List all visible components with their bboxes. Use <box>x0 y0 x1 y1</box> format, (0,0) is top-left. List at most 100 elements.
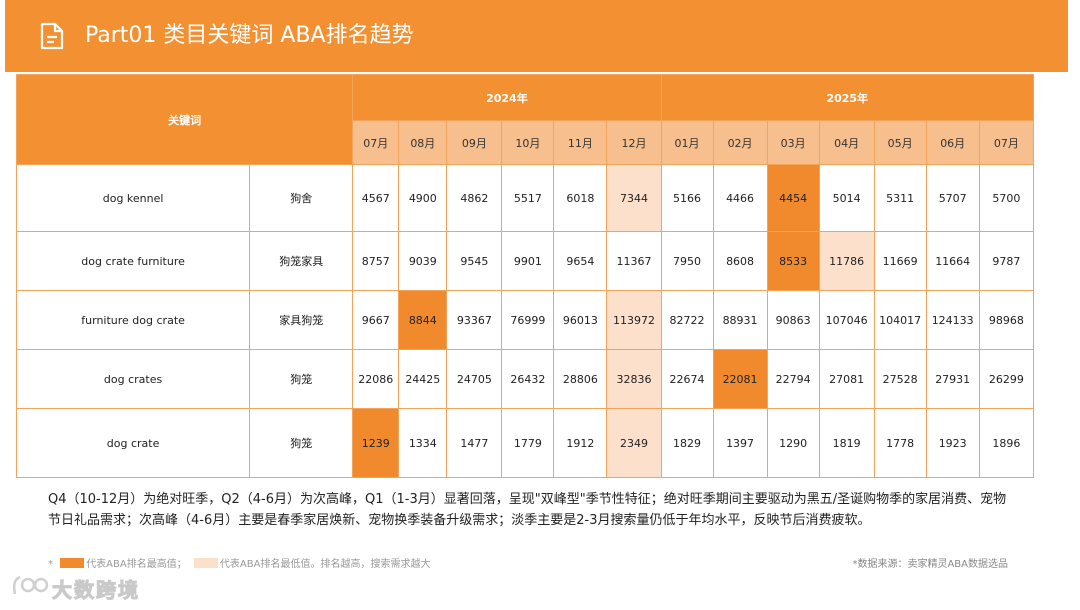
value-cell: 107046 <box>818 290 875 350</box>
value-cell: 4900 <box>398 164 448 232</box>
value-cell: 5517 <box>501 164 555 232</box>
month-header: 12月 <box>606 120 662 165</box>
value-cell: 1819 <box>818 408 875 478</box>
value-cell: 104017 <box>873 290 927 350</box>
value-cell: 1779 <box>501 408 555 478</box>
value-cell: 28806 <box>553 349 608 409</box>
table-row: dog crate 狗笼 1239 1334 1477 1779 1912 2349 1829 1… <box>15 408 1035 478</box>
value-cell: 76999 <box>501 290 555 350</box>
keyword-cn-cell: 狗舍 <box>249 164 354 232</box>
value-cell: 5166 <box>660 164 714 232</box>
value-cell: 9667 <box>352 290 400 350</box>
value-cell: 5014 <box>818 164 875 232</box>
table-row: dog crates 狗笼 22086 24425 24705 26432 28806 328… <box>15 349 1035 409</box>
value-cell: 1912 <box>553 408 608 478</box>
month-header: 11月 <box>553 120 608 165</box>
value-cell: 4567 <box>352 164 400 232</box>
month-header: 04月 <box>818 120 875 165</box>
month-header: 07月 <box>352 120 400 165</box>
month-header: 10月 <box>501 120 555 165</box>
value-cell: 1290 <box>766 408 820 478</box>
value-cell-lowest: 32836 <box>606 349 662 409</box>
month-header: 05月 <box>873 120 927 165</box>
table-row: furniture dog crate 家具狗笼 9667 8844 93367 7699… <box>15 290 1035 350</box>
month-header: 01月 <box>660 120 714 165</box>
value-cell: 24425 <box>398 349 448 409</box>
value-cell: 11669 <box>873 231 927 291</box>
month-header: 08月 <box>398 120 448 165</box>
value-cell-highest: 8844 <box>398 290 448 350</box>
value-cell: 90863 <box>766 290 820 350</box>
document-icon <box>40 22 64 50</box>
month-header: 02月 <box>712 120 768 165</box>
keyword-cell: dog kennel <box>15 164 251 232</box>
legend-highest-label: 代表ABA排名最高值； <box>86 559 187 570</box>
keyword-cn-cell: 狗笼家具 <box>249 231 354 291</box>
value-cell: 24705 <box>446 349 503 409</box>
legend-asterisk: * <box>48 559 53 570</box>
value-cell-highest: 4454 <box>766 164 820 232</box>
keyword-cell: furniture dog crate <box>15 290 251 350</box>
value-cell: 1896 <box>978 408 1035 478</box>
watermark-text: 大数跨境 <box>52 578 140 603</box>
keyword-cn-cell: 狗笼 <box>249 408 354 478</box>
value-cell: 11367 <box>606 231 662 291</box>
data-source: *数据来源：卖家精灵ABA数据选品 <box>852 559 1008 570</box>
value-cell-lowest: 11786 <box>818 231 875 291</box>
value-cell: 9545 <box>446 231 503 291</box>
keyword-cell: dog crate <box>15 408 251 478</box>
value-cell: 11664 <box>925 231 980 291</box>
keyword-cn-cell: 狗笼 <box>249 349 354 409</box>
value-cell: 22674 <box>660 349 714 409</box>
keyword-cn-cell: 家具狗笼 <box>249 290 354 350</box>
value-cell-lowest: 7344 <box>606 164 662 232</box>
keyword-cell: dog crate furniture <box>15 231 251 291</box>
value-cell: 1829 <box>660 408 714 478</box>
logo-icon <box>12 575 49 595</box>
table-body: dog kennel 狗舍 4567 4900 4862 5517 6018 7344 5166… <box>15 164 1035 478</box>
value-cell: 93367 <box>446 290 503 350</box>
value-cell: 96013 <box>553 290 608 350</box>
value-cell: 27528 <box>873 349 927 409</box>
value-cell: 6018 <box>553 164 608 232</box>
legend-lowest-label: 代表ABA排名最低值。排名越高，搜索需求越大 <box>219 559 431 570</box>
value-cell: 9039 <box>398 231 448 291</box>
value-cell: 9787 <box>978 231 1035 291</box>
value-cell: 98968 <box>978 290 1035 350</box>
month-header: 07月 <box>978 120 1035 165</box>
value-cell-lowest: 113972 <box>606 290 662 350</box>
keyword-cell: dog crates <box>15 349 251 409</box>
value-cell-highest: 8533 <box>766 231 820 291</box>
value-cell: 26299 <box>978 349 1035 409</box>
value-cell: 1923 <box>925 408 980 478</box>
month-header-row: 07月 08月 09月 10月 11月 12月 01月 02月 03月 04月 05月 06月 07月 <box>17 120 1035 165</box>
value-cell: 22794 <box>766 349 820 409</box>
value-cell: 82722 <box>660 290 714 350</box>
value-cell: 5311 <box>873 164 927 232</box>
table-row: dog crate furniture 狗笼家具 8757 9039 9545 9901 9… <box>15 231 1035 291</box>
value-cell: 22086 <box>352 349 400 409</box>
value-cell: 5707 <box>925 164 980 232</box>
value-cell: 124133 <box>925 290 980 350</box>
legend-highest-swatch <box>60 558 85 568</box>
value-cell: 1397 <box>712 408 768 478</box>
value-cell: 8757 <box>352 231 400 291</box>
value-cell: 9901 <box>501 231 555 291</box>
keyword-header: 关键词 <box>15 74 354 165</box>
value-cell: 27081 <box>818 349 875 409</box>
value-cell: 27931 <box>925 349 980 409</box>
title-bar: Part01 类目关键词 ABA排名趋势 <box>5 0 1068 72</box>
month-header: 06月 <box>925 120 980 165</box>
page-title: Part01 类目关键词 ABA排名趋势 <box>85 23 414 48</box>
value-cell: 88931 <box>712 290 768 350</box>
year-header-row: 关键词 2024年 2025年 <box>15 74 1035 165</box>
legend: * 代表ABA排名最高值； 代表ABA排名最低值。排名越高，搜索需求越大 <box>48 558 430 572</box>
month-header: 03月 <box>766 120 820 165</box>
value-cell: 4862 <box>446 164 503 232</box>
value-cell-lowest: 2349 <box>606 408 662 478</box>
value-cell: 7950 <box>660 231 714 291</box>
value-cell: 8608 <box>712 231 768 291</box>
value-cell: 4466 <box>712 164 768 232</box>
month-header: 09月 <box>446 120 503 165</box>
value-cell: 5700 <box>978 164 1035 232</box>
